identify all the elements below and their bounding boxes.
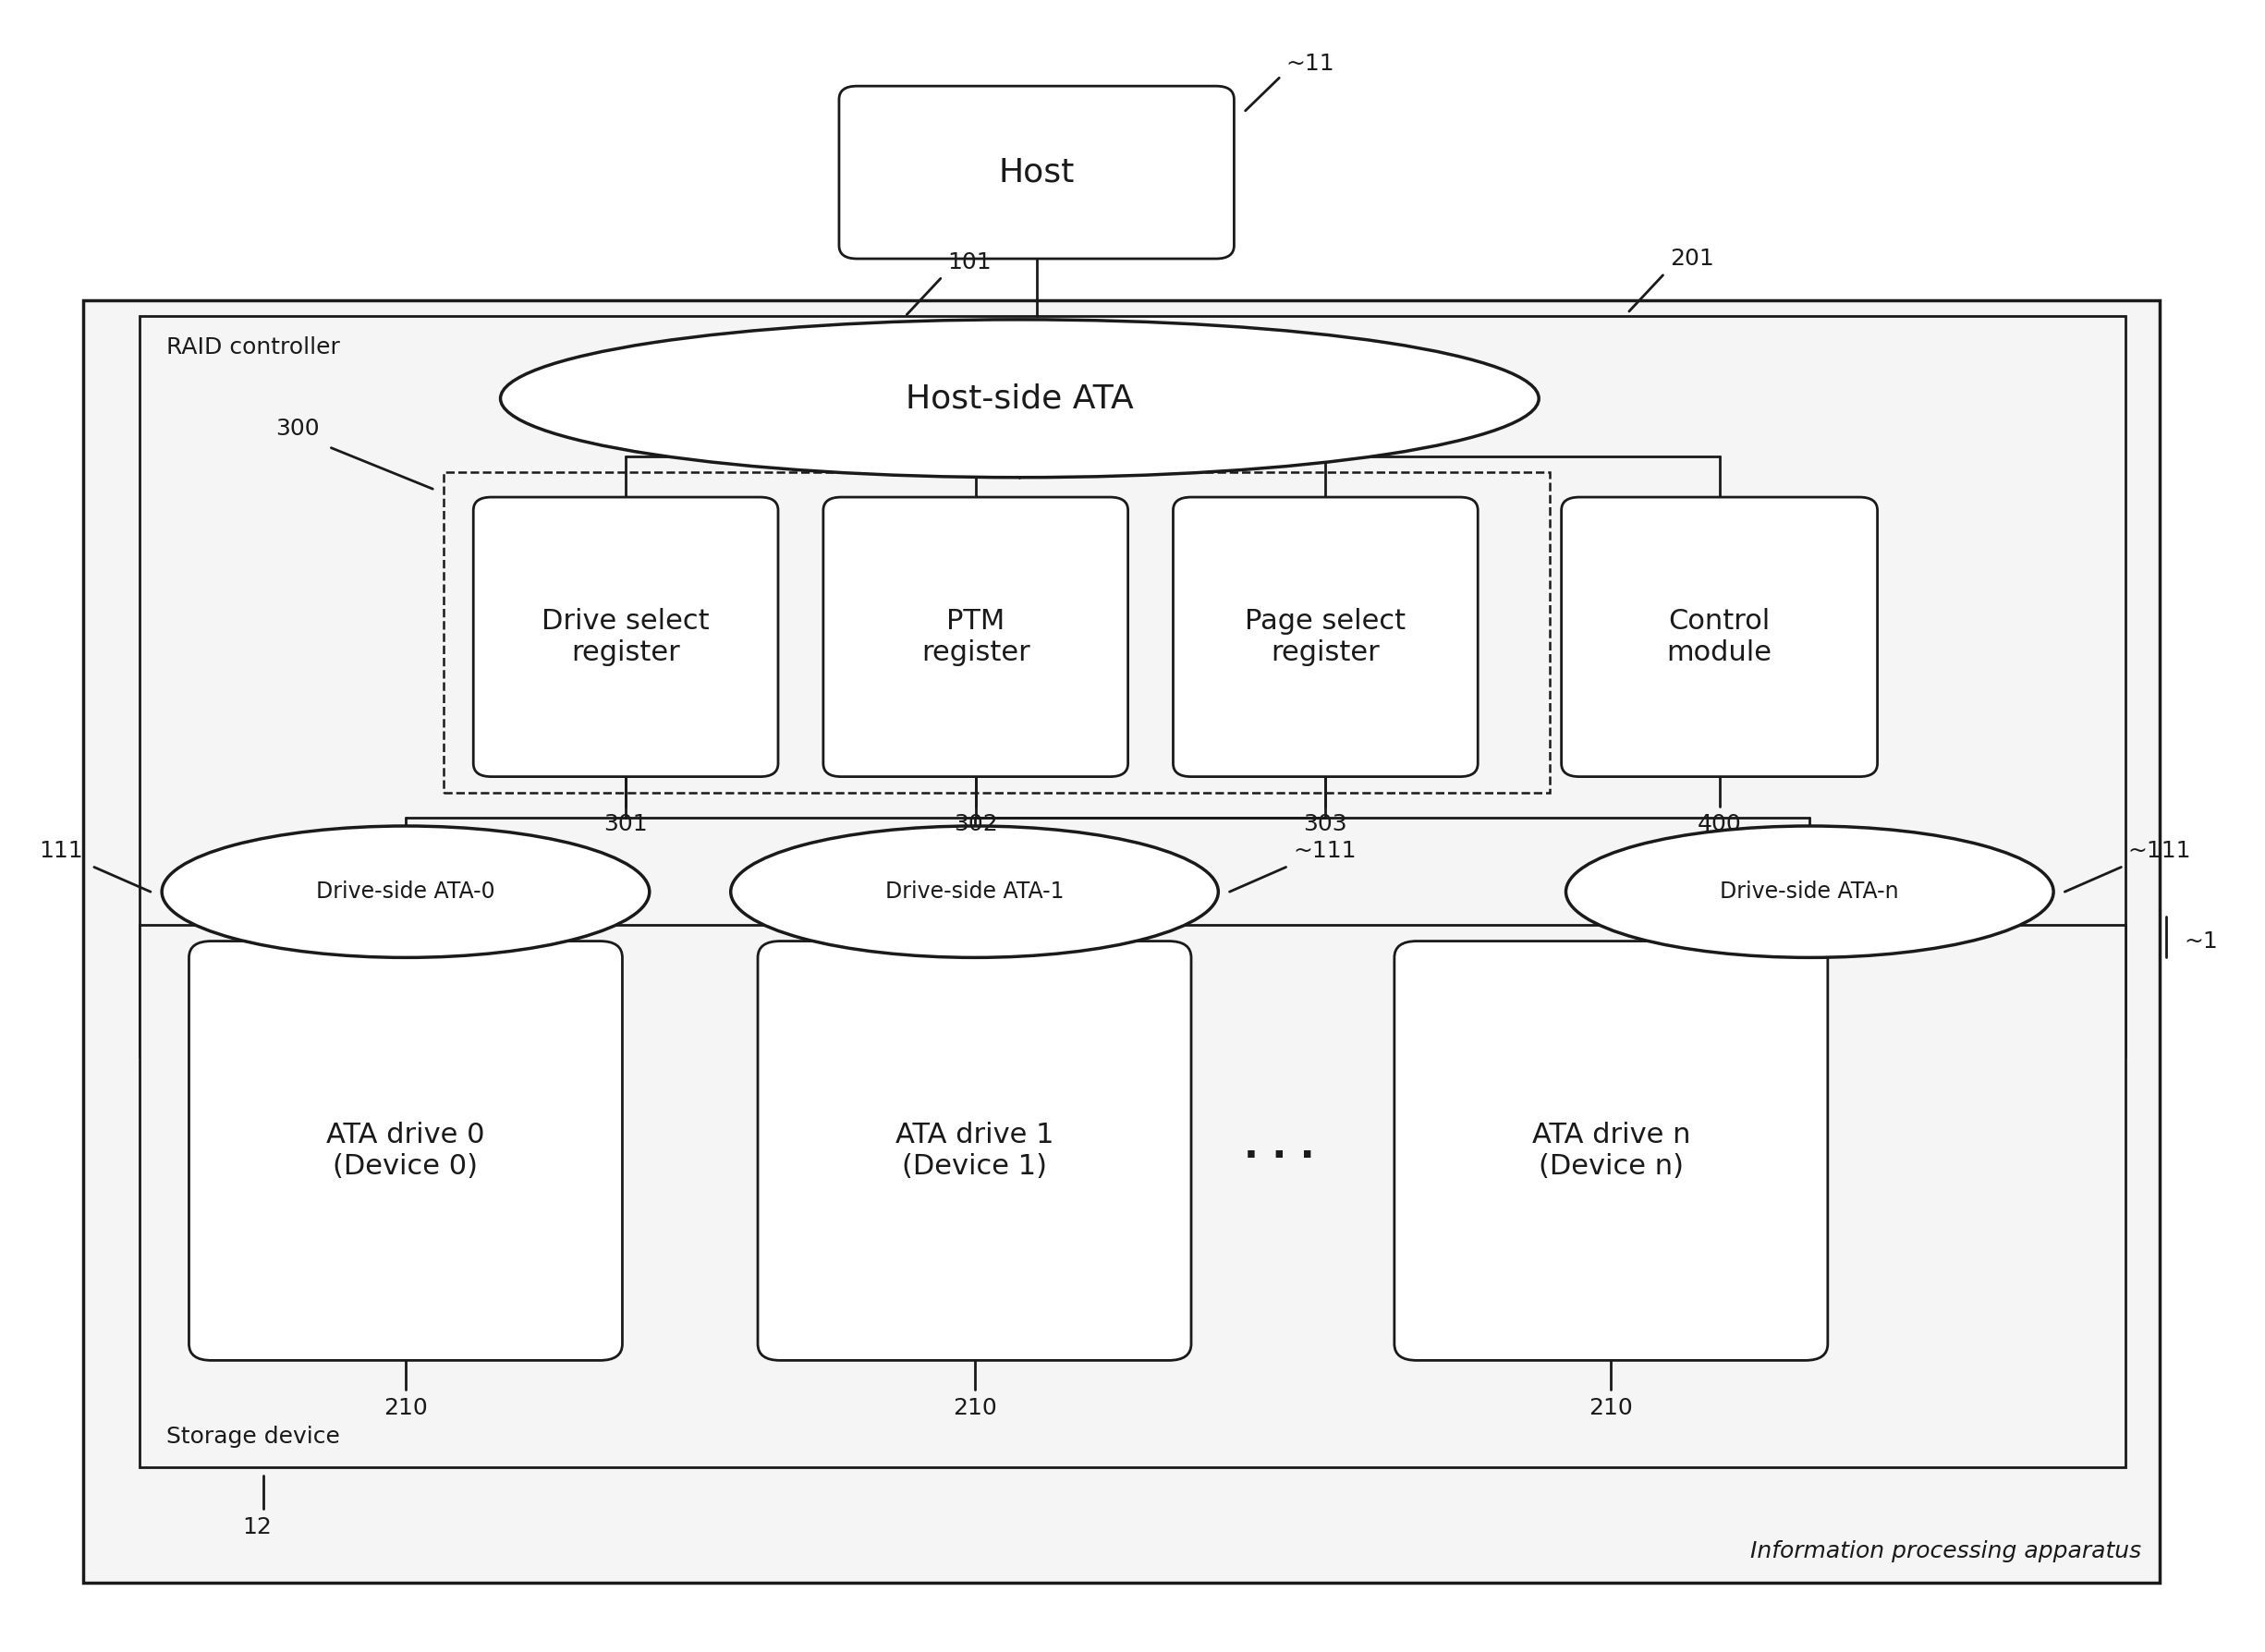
FancyBboxPatch shape <box>1561 497 1878 776</box>
FancyBboxPatch shape <box>1173 497 1477 776</box>
Text: Drive select
register: Drive select register <box>541 608 709 666</box>
Ellipse shape <box>1565 826 2054 958</box>
FancyBboxPatch shape <box>84 299 2159 1583</box>
Text: 101: 101 <box>947 251 992 274</box>
Text: 12: 12 <box>242 1517 272 1538</box>
Text: RAID controller: RAID controller <box>165 335 340 358</box>
Text: Storage device: Storage device <box>165 1426 340 1447</box>
Text: Drive-side ATA-n: Drive-side ATA-n <box>1719 881 1898 904</box>
FancyBboxPatch shape <box>1395 942 1828 1360</box>
Text: 210: 210 <box>383 1396 428 1419</box>
Ellipse shape <box>732 826 1219 958</box>
Text: Information processing apparatus: Information processing apparatus <box>1751 1540 2140 1563</box>
Text: Host-side ATA: Host-side ATA <box>906 383 1135 415</box>
Text: ATA drive 1
(Device 1): ATA drive 1 (Device 1) <box>895 1122 1053 1180</box>
Text: 300: 300 <box>276 418 319 439</box>
Text: Drive-side ATA-1: Drive-side ATA-1 <box>886 881 1065 904</box>
Text: ~11: ~11 <box>1287 53 1334 74</box>
Text: . . .: . . . <box>1243 1127 1314 1166</box>
Text: 303: 303 <box>1302 813 1348 834</box>
Text: ATA drive 0
(Device 0): ATA drive 0 (Device 0) <box>326 1122 485 1180</box>
FancyBboxPatch shape <box>838 86 1234 259</box>
Ellipse shape <box>161 826 650 958</box>
FancyBboxPatch shape <box>138 316 2127 1056</box>
Ellipse shape <box>501 319 1538 477</box>
Text: Host: Host <box>999 157 1074 188</box>
Text: 301: 301 <box>605 813 648 834</box>
FancyBboxPatch shape <box>138 925 2127 1467</box>
Text: Drive-side ATA-0: Drive-side ATA-0 <box>317 881 496 904</box>
FancyBboxPatch shape <box>759 942 1191 1360</box>
Text: ~111: ~111 <box>1293 839 1357 862</box>
FancyBboxPatch shape <box>822 497 1128 776</box>
Text: 400: 400 <box>1696 813 1742 834</box>
FancyBboxPatch shape <box>188 942 623 1360</box>
Text: 111: 111 <box>39 839 84 862</box>
FancyBboxPatch shape <box>473 497 779 776</box>
Text: ~1: ~1 <box>2183 930 2217 952</box>
Text: 210: 210 <box>1590 1396 1633 1419</box>
Text: 302: 302 <box>954 813 997 834</box>
Text: PTM
register: PTM register <box>922 608 1031 666</box>
Text: 210: 210 <box>951 1396 997 1419</box>
Text: Control
module: Control module <box>1667 608 1771 666</box>
Text: Page select
register: Page select register <box>1246 608 1407 666</box>
Text: ~111: ~111 <box>2129 839 2190 862</box>
Text: ATA drive n
(Device n): ATA drive n (Device n) <box>1531 1122 1690 1180</box>
Text: 201: 201 <box>1669 248 1715 271</box>
